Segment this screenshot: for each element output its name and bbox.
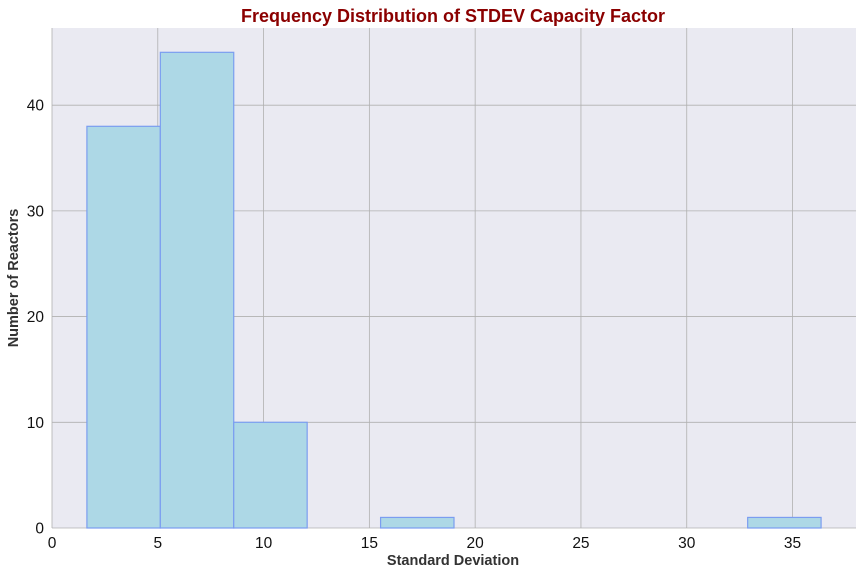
histogram-bar [86,125,161,529]
x-tick-label: 30 [678,535,696,552]
histogram-bar [747,516,822,529]
x-axis-ticks: 0 5 10 15 20 25 30 35 [48,535,801,552]
x-tick-label: 15 [361,535,378,552]
y-tick-label: 20 [27,309,45,326]
y-tick-label: 10 [27,415,45,432]
y-axis-ticks: 0 10 20 30 40 [27,98,45,538]
x-tick-label: 5 [153,535,162,552]
histogram-bar [159,51,235,529]
x-tick-label: 35 [784,535,801,552]
histogram-bar [379,516,455,529]
y-axis-label: Number of Reactors [6,209,22,348]
x-tick-label: 20 [467,535,485,552]
chart-title: Frequency Distribution of STDEV Capacity… [241,6,665,26]
histogram-bar [233,421,308,529]
y-tick-label: 40 [27,98,45,115]
x-tick-label: 25 [572,535,589,552]
x-tick-label: 10 [255,535,273,552]
x-axis-label: Standard Deviation [387,553,519,569]
y-tick-label: 30 [27,203,45,220]
histogram-bars [86,51,822,529]
x-tick-label: 0 [48,535,57,552]
y-tick-label: 0 [35,521,44,538]
